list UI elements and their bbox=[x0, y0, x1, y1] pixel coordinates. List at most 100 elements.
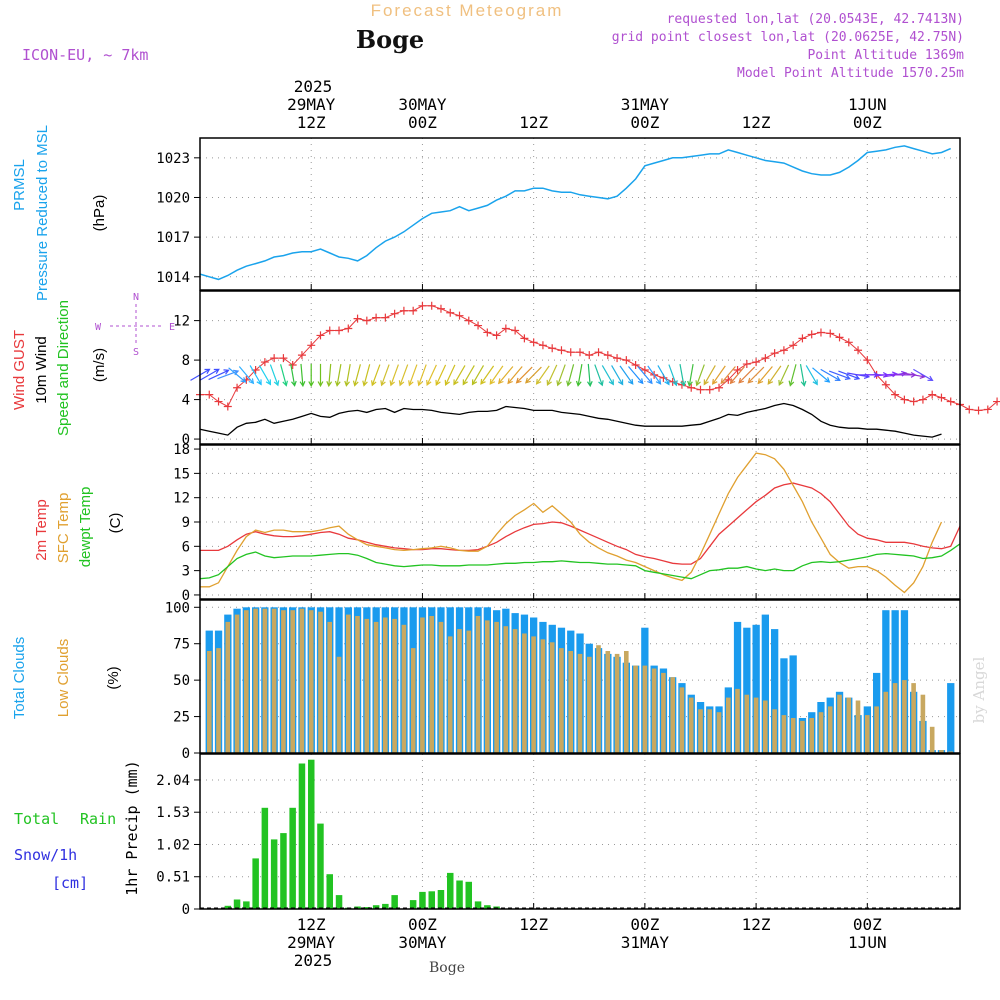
wind-barb bbox=[637, 366, 653, 385]
wind-barb bbox=[352, 364, 361, 387]
wind-barb bbox=[308, 363, 315, 388]
gust-point bbox=[900, 395, 909, 404]
gust-point bbox=[501, 324, 510, 333]
bottom-date-label: 1JUN bbox=[848, 933, 887, 952]
pressure-ytick-label: 1023 bbox=[156, 151, 190, 167]
top-hour-label: 12Z bbox=[742, 113, 771, 132]
panel-clouds: 0 25 50 75 100 bbox=[165, 599, 961, 762]
low-cloud-bar bbox=[670, 677, 675, 753]
precip-bar bbox=[261, 807, 269, 909]
wind-barb bbox=[812, 367, 831, 383]
wind-barb bbox=[601, 365, 614, 386]
low-cloud-bar bbox=[911, 683, 916, 753]
precipitation-ytick-label: 1.53 bbox=[156, 805, 190, 821]
gust-point bbox=[844, 338, 853, 347]
wind-barb bbox=[507, 366, 523, 385]
grid-point-coords: grid point closest lon,lat (20.0625E, 42… bbox=[612, 30, 964, 45]
gust-point bbox=[353, 314, 362, 323]
low-cloud-bar bbox=[846, 697, 852, 753]
low-cloud-bar bbox=[605, 651, 611, 753]
wind-barb bbox=[389, 364, 399, 387]
bottom-date-label: 29MAY bbox=[287, 933, 336, 952]
low-cloud-bar bbox=[244, 610, 249, 753]
clouds-unit: (%) bbox=[105, 666, 122, 689]
low-cloud-bar bbox=[624, 651, 629, 753]
wind-barb bbox=[344, 363, 351, 387]
low-cloud-bar bbox=[485, 620, 490, 753]
precip-bar bbox=[335, 895, 343, 909]
total-rain-label: Total bbox=[14, 810, 59, 828]
low-cloud-bar bbox=[318, 611, 323, 753]
low-cloud-bar bbox=[892, 683, 898, 753]
precipitation-ytick-label: 2.04 bbox=[156, 773, 190, 789]
wind-barb bbox=[249, 365, 262, 386]
top-date-label: 30MAY bbox=[398, 95, 447, 114]
wind-barb bbox=[575, 363, 583, 387]
low-cloud-bar bbox=[744, 694, 750, 753]
wind-barb bbox=[913, 368, 934, 382]
low-cloud-bar bbox=[559, 648, 564, 753]
low-cloud-bar bbox=[503, 626, 509, 753]
gust-point bbox=[520, 334, 529, 343]
precip-bar bbox=[437, 890, 445, 909]
low-cloud-bar bbox=[827, 706, 833, 753]
low-cloud-bar bbox=[429, 616, 434, 753]
panel-frame bbox=[199, 444, 961, 600]
wind-barb bbox=[747, 366, 765, 384]
temperature-ytick-label: 9 bbox=[182, 515, 190, 531]
top-date-label: 1JUN bbox=[848, 95, 887, 114]
low-cloud-bar bbox=[494, 621, 499, 753]
bottom-hour-label: 12Z bbox=[742, 915, 771, 934]
wind-barb bbox=[417, 364, 427, 387]
gust-point bbox=[538, 341, 547, 350]
low-cloud-bar bbox=[346, 614, 351, 753]
gust-point bbox=[455, 311, 464, 320]
clouds-ytick-label: 100 bbox=[165, 600, 190, 616]
low-cloud-bar bbox=[651, 668, 657, 753]
wind-barb bbox=[805, 365, 818, 386]
low-cloud-bar bbox=[262, 608, 268, 753]
dewpt-line bbox=[199, 543, 961, 580]
gust-point bbox=[640, 365, 649, 374]
gust-point bbox=[446, 308, 455, 317]
low-cloud-bar bbox=[216, 648, 221, 753]
model-altitude: Model Point Altitude 1570.25m bbox=[737, 66, 964, 81]
model-name: ICON-EU, ~ 7km bbox=[22, 46, 148, 64]
top-hour-label: 12Z bbox=[519, 113, 548, 132]
temp-unit: (C) bbox=[107, 513, 124, 534]
precip-bar bbox=[419, 891, 426, 909]
wind-barb bbox=[408, 364, 418, 387]
gust-line bbox=[200, 305, 998, 411]
gust-point bbox=[918, 395, 927, 404]
low-cloud-bar bbox=[392, 618, 397, 753]
total-cloud-bar bbox=[789, 655, 797, 753]
wind-barb bbox=[838, 370, 861, 380]
footer-location: Boge bbox=[429, 960, 465, 976]
gust-point bbox=[946, 397, 955, 406]
low-cloud-bar bbox=[549, 642, 555, 753]
low-cloud-bar bbox=[457, 629, 462, 753]
low-cloud-bar bbox=[633, 665, 638, 753]
panel-temperature: 0 3 6 9 12 15 18 bbox=[173, 442, 961, 604]
gust-point bbox=[863, 356, 872, 365]
temperature-ytick-label: 0 bbox=[182, 588, 190, 604]
precip-bar bbox=[308, 759, 315, 909]
low-cloud-bar bbox=[207, 651, 212, 753]
gust-point bbox=[983, 405, 992, 414]
low-cloud-bar bbox=[809, 718, 814, 753]
wind-ytick-label: 12 bbox=[173, 314, 190, 330]
gust-point bbox=[576, 348, 584, 357]
t2m-label: 2m Temp bbox=[33, 499, 50, 560]
total-cloud-bar bbox=[947, 683, 955, 753]
top-date-label: 29MAY bbox=[287, 95, 336, 114]
wind-barb bbox=[362, 364, 371, 387]
wind-barb bbox=[371, 364, 381, 387]
compass-e-label: E bbox=[169, 322, 175, 333]
low-cloud-bar bbox=[234, 614, 240, 753]
gust-point bbox=[557, 346, 566, 355]
precip-bar bbox=[289, 807, 296, 909]
wind-barb bbox=[453, 365, 466, 386]
compass-w-label: W bbox=[95, 322, 102, 333]
wind-barb bbox=[778, 364, 790, 387]
